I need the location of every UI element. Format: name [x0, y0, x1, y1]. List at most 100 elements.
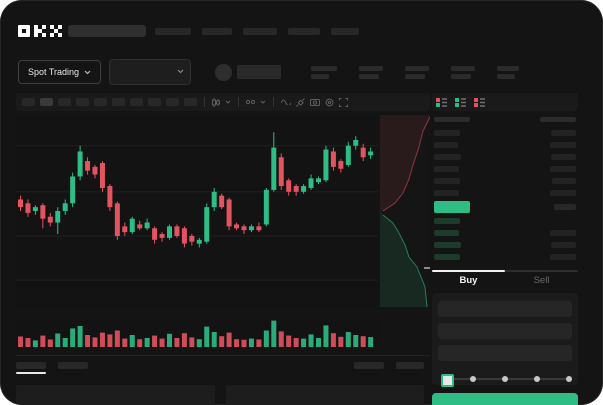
app-header — [0, 0, 603, 48]
ask-row[interactable] — [434, 151, 576, 163]
nav-item-skeleton[interactable] — [331, 27, 359, 35]
timeframe-button[interactable] — [22, 98, 35, 106]
price-skeleton — [434, 130, 460, 136]
tab-buy[interactable]: Buy — [459, 275, 478, 286]
chart-bottom-tabs — [16, 362, 430, 374]
tab-label-skeleton — [58, 362, 88, 369]
pair-name-skeleton — [237, 65, 282, 79]
timeframe-button[interactable] — [130, 98, 143, 106]
slider-handle[interactable] — [441, 374, 454, 387]
toolbar-divider — [204, 97, 205, 107]
bid-row[interactable] — [434, 215, 576, 227]
chart-option-pill[interactable] — [354, 362, 384, 369]
volume-chart[interactable] — [16, 313, 378, 347]
price-skeleton — [434, 154, 461, 160]
amount-slider[interactable] — [441, 373, 572, 387]
settings-icon[interactable] — [325, 98, 334, 107]
camera-icon[interactable] — [310, 98, 320, 106]
chart-option-pill[interactable] — [396, 362, 424, 369]
ask-row[interactable] — [434, 175, 576, 187]
amount-skeleton — [550, 254, 576, 260]
timeframe-button[interactable] — [76, 98, 89, 106]
amount-skeleton — [551, 242, 576, 248]
book-asks-icon[interactable] — [473, 96, 486, 109]
stat-label-skeleton — [451, 65, 476, 71]
timeframe-button[interactable] — [40, 98, 53, 106]
timeframe-button[interactable] — [148, 98, 161, 106]
stat-group — [311, 65, 338, 79]
bid-row[interactable] — [434, 251, 576, 263]
toolbar-divider — [238, 97, 239, 107]
slider-step-dot[interactable] — [470, 376, 476, 382]
trade-panel: Buy Sell — [432, 93, 578, 405]
price-skeleton — [434, 178, 460, 184]
ask-row[interactable] — [434, 139, 576, 151]
ask-row[interactable] — [434, 187, 576, 199]
inactive-tab-underline — [505, 270, 578, 272]
timeframe-button[interactable] — [112, 98, 125, 106]
stat-group — [451, 65, 476, 79]
price-skeleton — [434, 190, 459, 196]
nav-item-skeleton[interactable] — [202, 27, 232, 35]
timeframe-button[interactable] — [94, 98, 107, 106]
book-bids-icon[interactable] — [454, 96, 467, 109]
slider-step-dot[interactable] — [502, 376, 508, 382]
pair-selector-dropdown[interactable] — [109, 59, 192, 85]
buy-submit-button[interactable] — [432, 393, 578, 405]
order-input-field[interactable] — [438, 301, 572, 317]
row-value-skeleton — [554, 204, 576, 210]
ask-row[interactable] — [434, 127, 576, 139]
order-input-field[interactable] — [438, 323, 572, 339]
bottom-cards — [16, 385, 430, 405]
stat-value-skeleton — [451, 73, 472, 79]
slider-step-dot[interactable] — [534, 376, 540, 382]
market-type-dropdown[interactable]: Spot Trading — [18, 60, 102, 84]
order-input-field[interactable] — [438, 345, 572, 361]
timeframe-button[interactable] — [166, 98, 179, 106]
book-all-icon[interactable] — [435, 96, 448, 109]
nav-item-skeleton[interactable] — [288, 27, 320, 35]
chevron-down-icon[interactable] — [260, 100, 266, 104]
market-type-label: Spot Trading — [28, 67, 80, 77]
stat-label-skeleton — [497, 65, 520, 71]
nav-item-skeleton[interactable] — [155, 27, 191, 35]
price-skeleton — [434, 242, 461, 248]
bid-row[interactable] — [434, 239, 576, 251]
fullscreen-icon[interactable] — [339, 97, 348, 107]
buy-sell-tab-indicator — [432, 270, 578, 272]
ask-row[interactable] — [434, 163, 576, 175]
stat-group — [359, 65, 384, 79]
indicators-icon[interactable] — [246, 98, 255, 106]
price-skeleton — [434, 166, 459, 172]
bottom-pill-group — [354, 362, 424, 369]
price-skeleton — [434, 254, 460, 260]
last-price-row[interactable] — [434, 199, 576, 215]
amount-skeleton — [551, 130, 576, 136]
active-tab-underline — [16, 372, 46, 374]
depth-chart[interactable] — [380, 115, 430, 307]
stat-group — [405, 65, 430, 79]
bid-rows — [434, 215, 576, 263]
wave-icon[interactable] — [281, 99, 291, 105]
section-divider — [16, 355, 430, 356]
candlestick-chart[interactable] — [16, 115, 378, 307]
candle-type-icon[interactable] — [212, 97, 220, 107]
timeframe-button[interactable] — [58, 98, 71, 106]
amount-skeleton — [550, 190, 576, 196]
bid-row[interactable] — [434, 227, 576, 239]
market-subheader: Spot Trading — [18, 59, 587, 85]
amount-skeleton — [552, 178, 576, 184]
search-input[interactable] — [68, 25, 146, 37]
orderbook-toolbar — [432, 93, 578, 111]
timeframe-button[interactable] — [184, 98, 197, 106]
nav-item-skeleton[interactable] — [243, 27, 277, 35]
chevron-down-icon[interactable] — [225, 100, 231, 104]
draw-icon[interactable] — [296, 97, 305, 107]
column-header-skeleton — [540, 117, 576, 122]
chart-bottom-tab[interactable] — [16, 362, 46, 374]
chevron-down-icon — [84, 70, 91, 74]
tab-sell[interactable]: Sell — [533, 275, 550, 286]
slider-step-dot[interactable] — [566, 376, 572, 382]
chart-toolbar — [16, 93, 430, 111]
chart-bottom-tab[interactable] — [58, 362, 88, 374]
